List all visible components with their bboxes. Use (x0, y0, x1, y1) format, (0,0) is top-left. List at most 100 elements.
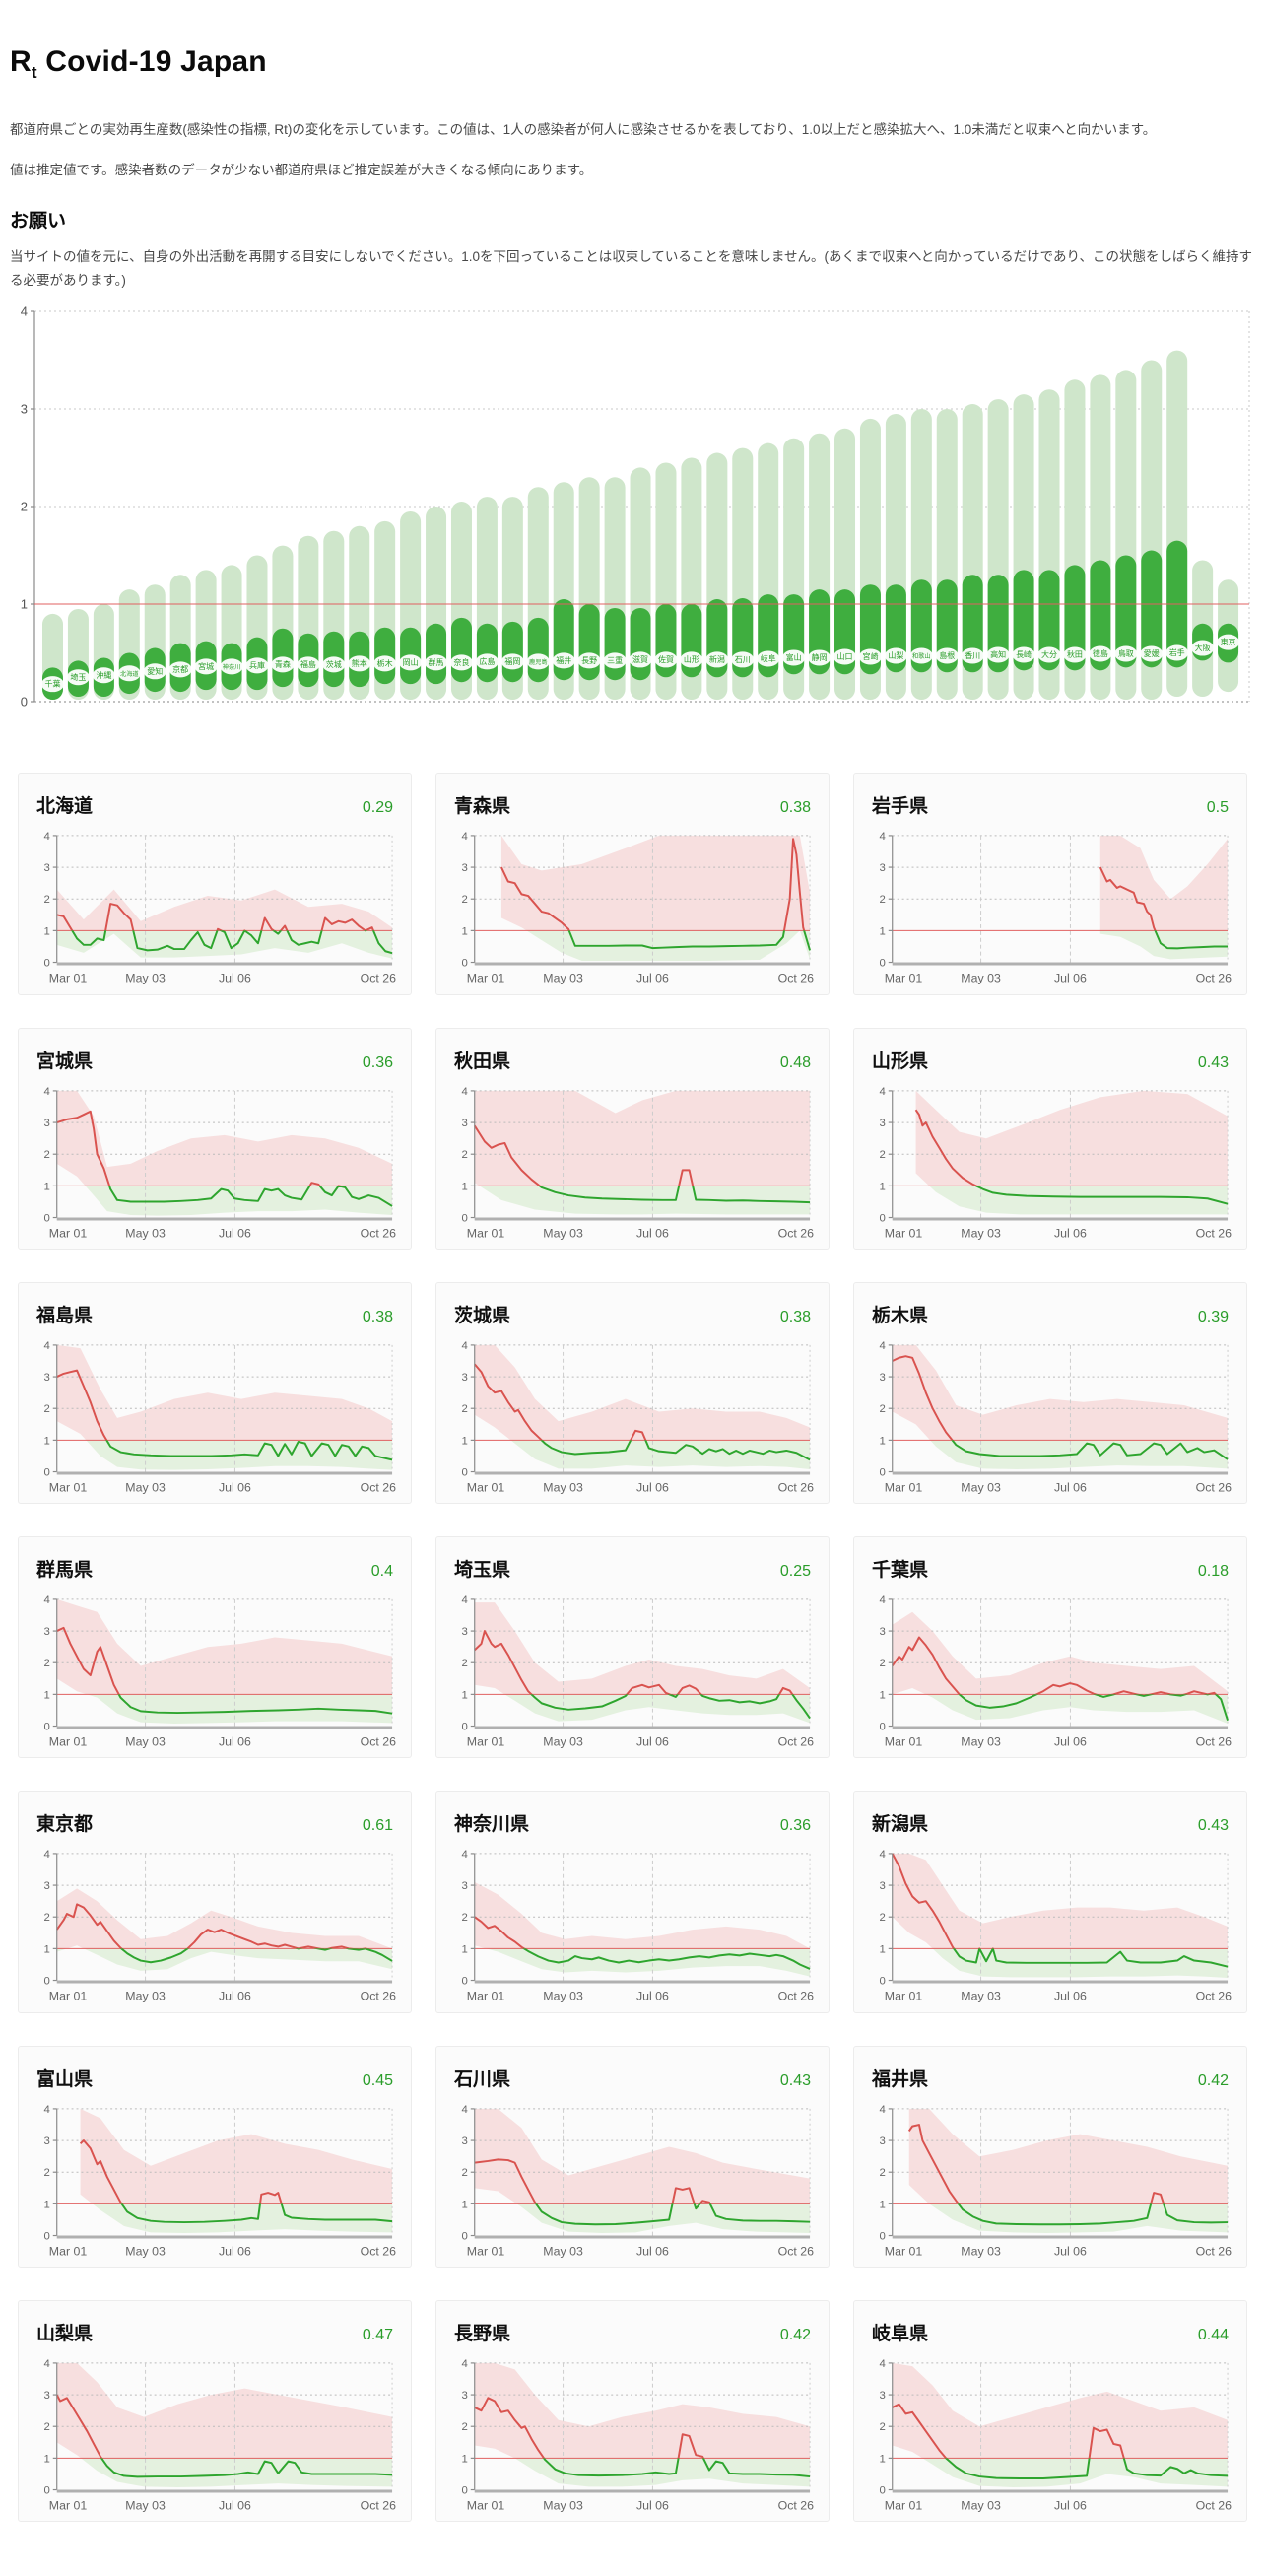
card-header: 岩手県 0.5 (867, 786, 1233, 828)
svg-text:Jul 06: Jul 06 (219, 1480, 251, 1494)
svg-text:3: 3 (43, 1626, 49, 1638)
overview-bar[interactable]: 北海道 (117, 589, 141, 701)
overview-bar[interactable]: 福島 (297, 536, 320, 701)
rt-chart[interactable]: 0 1 2 3 4 Mar 01 May 03 Jul 06 Oct 26 (449, 1846, 816, 2005)
rt-chart[interactable]: 0 1 2 3 4 Mar 01 May 03 Jul 06 Oct 26 (449, 1083, 816, 1243)
rt-chart[interactable]: 0 1 2 3 4 Mar 01 May 03 Jul 06 Oct 26 (449, 1337, 816, 1497)
overview-bar[interactable]: 青森 (271, 545, 295, 701)
overview-bar[interactable]: 愛媛 (1140, 360, 1164, 701)
rt-chart[interactable]: 0 1 2 3 4 Mar 01 May 03 Jul 06 Oct 26 (32, 1083, 398, 1243)
svg-text:Mar 01: Mar 01 (885, 1226, 923, 1240)
rt-chart[interactable]: 0 1 2 3 4 Mar 01 May 03 Jul 06 Oct 26 (32, 828, 398, 987)
overview-bar[interactable]: 宮城 (194, 570, 218, 701)
rt-chart[interactable]: 0 1 2 3 4 Mar 01 May 03 Jul 06 Oct 26 (32, 2101, 398, 2261)
svg-text:2: 2 (879, 1403, 885, 1415)
prefecture-card: 神奈川県 0.36 0 1 2 3 4 Mar 01 May 03 Jul 06 Oct 26 (435, 1791, 830, 2013)
svg-text:3: 3 (879, 1880, 885, 1892)
svg-text:Oct 26: Oct 26 (778, 1990, 815, 2003)
svg-text:0: 0 (43, 1466, 49, 1478)
svg-text:青森: 青森 (275, 659, 291, 669)
rt-chart[interactable]: 0 1 2 3 4 Mar 01 May 03 Jul 06 Oct 26 (449, 2101, 816, 2261)
overview-bar[interactable]: 沖縄 (92, 604, 115, 701)
overview-bar[interactable]: 埼玉 (66, 609, 90, 701)
overview-bar[interactable]: 高知 (986, 399, 1010, 701)
svg-text:May 03: May 03 (125, 972, 166, 985)
description-line-2: 値は推定値です。感染者数のデータが少ない都道府県ほど推定誤差が大きくなる傾向にあ… (10, 162, 593, 177)
svg-text:4: 4 (43, 1849, 49, 1861)
overview-bar[interactable]: 群馬 (425, 507, 448, 701)
overview-bar[interactable]: 長崎 (1012, 394, 1035, 701)
overview-bar[interactable]: 兵庫 (245, 555, 269, 701)
overview-bar[interactable]: 広島 (475, 497, 499, 701)
rt-chart[interactable]: 0 1 2 3 4 Mar 01 May 03 Jul 06 Oct 26 (867, 1846, 1233, 2005)
overview-bar[interactable]: 石川 (731, 447, 755, 701)
overview-bar[interactable]: 滋賀 (629, 467, 652, 701)
overview-bar[interactable]: 宮崎 (858, 419, 882, 701)
svg-text:3: 3 (879, 2390, 885, 2402)
overview-bar[interactable]: 徳島 (1089, 374, 1112, 701)
overview-bar[interactable]: 大阪 (1191, 560, 1215, 698)
svg-text:Mar 01: Mar 01 (885, 1480, 923, 1494)
notice-heading: お願い (10, 211, 67, 233)
rt-chart[interactable]: 0 1 2 3 4 Mar 01 May 03 Jul 06 Oct 26 (32, 2355, 398, 2515)
overview-bar[interactable]: 岡山 (399, 511, 423, 701)
svg-text:0: 0 (43, 1976, 49, 1988)
rt-chart[interactable]: 0 1 2 3 4 Mar 01 May 03 Jul 06 Oct 26 (867, 2101, 1233, 2261)
overview-bar[interactable]: 鹿児島 (526, 487, 550, 701)
overview-bar[interactable]: 愛知 (143, 584, 166, 701)
svg-text:山口: 山口 (837, 651, 853, 661)
overview-bar[interactable]: 島根 (935, 409, 959, 701)
overview-bar[interactable]: 新潟 (705, 452, 729, 701)
overview-bar[interactable]: 福井 (552, 482, 575, 701)
rt-chart[interactable]: 0 1 2 3 4 Mar 01 May 03 Jul 06 Oct 26 (867, 1083, 1233, 1243)
prefecture-card: 茨城県 0.38 0 1 2 3 4 Mar 01 May 03 Jul 06 Oct 26 (435, 1281, 830, 1505)
rt-chart[interactable]: 0 1 2 3 4 Mar 01 May 03 Jul 06 Oct 26 (32, 1846, 398, 2005)
overview-bar[interactable]: 福岡 (500, 497, 524, 701)
overview-interval-chart[interactable]: 4 3 2 1 0 千葉埼玉 沖縄 北海道 愛知 京都 宮城 神奈川 兵庫 青森 福島 茨城 熊本 栃木 岡山 群馬奈… (10, 304, 1255, 712)
overview-bar[interactable]: 熊本 (348, 526, 371, 701)
overview-bar[interactable]: 長野 (577, 477, 601, 701)
overview-bar[interactable]: 山口 (833, 429, 857, 701)
rt-chart[interactable]: 0 1 2 3 4 Mar 01 May 03 Jul 06 Oct 26 (32, 1592, 398, 1751)
rt-chart[interactable]: 0 1 2 3 4 Mar 01 May 03 Jul 06 Oct 26 (867, 1592, 1233, 1751)
overview-bar[interactable]: 香川 (961, 404, 984, 701)
svg-text:Oct 26: Oct 26 (361, 2244, 397, 2258)
overview-bar[interactable]: 京都 (168, 575, 192, 701)
svg-text:Mar 01: Mar 01 (49, 1480, 88, 1494)
overview-bar[interactable]: 秋田 (1063, 379, 1087, 701)
overview-bar[interactable]: 三重 (603, 477, 627, 701)
rt-chart[interactable]: 0 1 2 3 4 Mar 01 May 03 Jul 06 Oct 26 (867, 2355, 1233, 2515)
svg-text:0: 0 (879, 1466, 885, 1478)
svg-text:Jul 06: Jul 06 (636, 1226, 669, 1240)
prefecture-name: 秋田県 (454, 1051, 511, 1072)
rt-chart[interactable]: 0 1 2 3 4 Mar 01 May 03 Jul 06 Oct 26 (449, 2355, 816, 2515)
rt-chart[interactable]: 0 1 2 3 4 Mar 01 May 03 Jul 06 Oct 26 (449, 1592, 816, 1751)
rt-chart[interactable]: 0 1 2 3 4 Mar 01 May 03 Jul 06 Oct 26 (867, 828, 1233, 987)
rt-chart[interactable]: 0 1 2 3 4 Mar 01 May 03 Jul 06 Oct 26 (867, 1337, 1233, 1497)
overview-bar[interactable]: 佐賀 (654, 462, 678, 701)
overview-bar[interactable]: 山梨 (884, 414, 907, 701)
rt-chart[interactable]: 0 1 2 3 4 Mar 01 May 03 Jul 06 Oct 26 (32, 1337, 398, 1497)
overview-bar[interactable]: 富山 (782, 439, 806, 701)
overview-bar[interactable]: 東京 (1217, 579, 1240, 693)
overview-bar[interactable]: 山形 (680, 457, 703, 701)
svg-text:Jul 06: Jul 06 (219, 1226, 251, 1240)
svg-text:4: 4 (879, 1340, 885, 1352)
svg-text:3: 3 (879, 1118, 885, 1129)
rt-chart[interactable]: 0 1 2 3 4 Mar 01 May 03 Jul 06 Oct 26 (449, 828, 816, 987)
prefecture-name: 宮城県 (36, 1051, 94, 1072)
overview-bar[interactable]: 千葉 (41, 614, 64, 701)
overview-bar[interactable]: 奈良 (449, 502, 473, 701)
overview-bar[interactable]: 鳥取 (1114, 370, 1138, 701)
overview-bar[interactable]: 和歌山 (909, 409, 933, 701)
overview-bar[interactable]: 神奈川 (220, 565, 243, 701)
svg-text:Oct 26: Oct 26 (1196, 1480, 1232, 1494)
overview-bar[interactable]: 岩手 (1165, 350, 1189, 698)
overview-bar[interactable]: 大分 (1037, 389, 1061, 701)
overview-bar[interactable]: 栃木 (373, 521, 397, 701)
overview-bar[interactable]: 静岡 (808, 434, 832, 701)
svg-text:Jul 06: Jul 06 (1054, 2244, 1087, 2258)
overview-bar[interactable]: 岐阜 (757, 443, 780, 701)
overview-bar[interactable]: 茨城 (322, 531, 346, 701)
card-header: 長野県 0.42 (449, 2314, 816, 2355)
